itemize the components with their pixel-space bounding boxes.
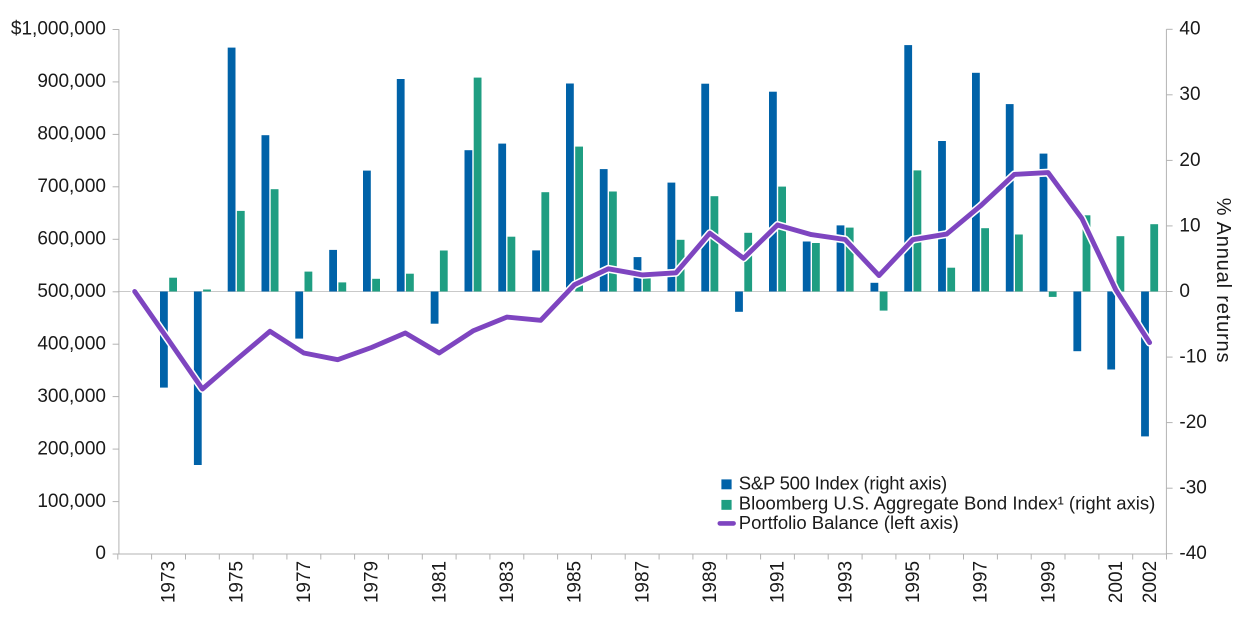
svg-text:1973: 1973: [159, 561, 180, 603]
svg-text:40: 40: [1179, 19, 1200, 40]
svg-text:100,000: 100,000: [37, 491, 106, 512]
svg-text:900,000: 900,000: [37, 71, 106, 92]
svg-text:2002: 2002: [1140, 561, 1161, 603]
svg-text:1983: 1983: [497, 561, 518, 603]
svg-text:1979: 1979: [362, 561, 383, 603]
svg-text:1981: 1981: [429, 561, 450, 603]
svg-text:1991: 1991: [768, 561, 789, 603]
svg-text:600,000: 600,000: [37, 229, 106, 250]
svg-text:20: 20: [1179, 150, 1200, 171]
svg-text:500,000: 500,000: [37, 281, 106, 302]
svg-text:300,000: 300,000: [37, 386, 106, 407]
svg-text:30: 30: [1179, 84, 1200, 105]
svg-text:1975: 1975: [226, 561, 247, 603]
svg-text:Portfolio Balance (left axis): Portfolio Balance (left axis): [739, 512, 959, 533]
svg-text:-40: -40: [1179, 543, 1206, 564]
svg-text:1995: 1995: [903, 561, 924, 603]
svg-text:10: 10: [1179, 215, 1200, 236]
svg-text:% Annual returns: % Annual returns: [1212, 198, 1234, 364]
svg-text:$1,000,000: $1,000,000: [11, 19, 106, 40]
svg-text:1993: 1993: [835, 561, 856, 603]
svg-text:700,000: 700,000: [37, 176, 106, 197]
svg-text:-20: -20: [1179, 412, 1206, 433]
svg-text:1997: 1997: [971, 561, 992, 603]
svg-text:200,000: 200,000: [37, 438, 106, 459]
svg-text:-30: -30: [1179, 478, 1206, 499]
svg-text:1977: 1977: [294, 561, 315, 603]
svg-text:1989: 1989: [700, 561, 721, 603]
svg-text:0: 0: [1179, 281, 1190, 302]
svg-text:Bloomberg U.S. Aggregate Bond: Bloomberg U.S. Aggregate Bond Index¹ (ri…: [739, 492, 1155, 513]
svg-text:1985: 1985: [565, 561, 586, 603]
svg-text:2001: 2001: [1106, 561, 1127, 603]
svg-text:400,000: 400,000: [37, 333, 106, 354]
svg-text:800,000: 800,000: [37, 124, 106, 145]
svg-text:1987: 1987: [632, 561, 653, 603]
svg-text:-10: -10: [1179, 347, 1206, 368]
svg-text:S&P 500 Index (right axis): S&P 500 Index (right axis): [739, 472, 947, 493]
svg-text:0: 0: [95, 543, 106, 564]
svg-text:1999: 1999: [1038, 561, 1059, 603]
